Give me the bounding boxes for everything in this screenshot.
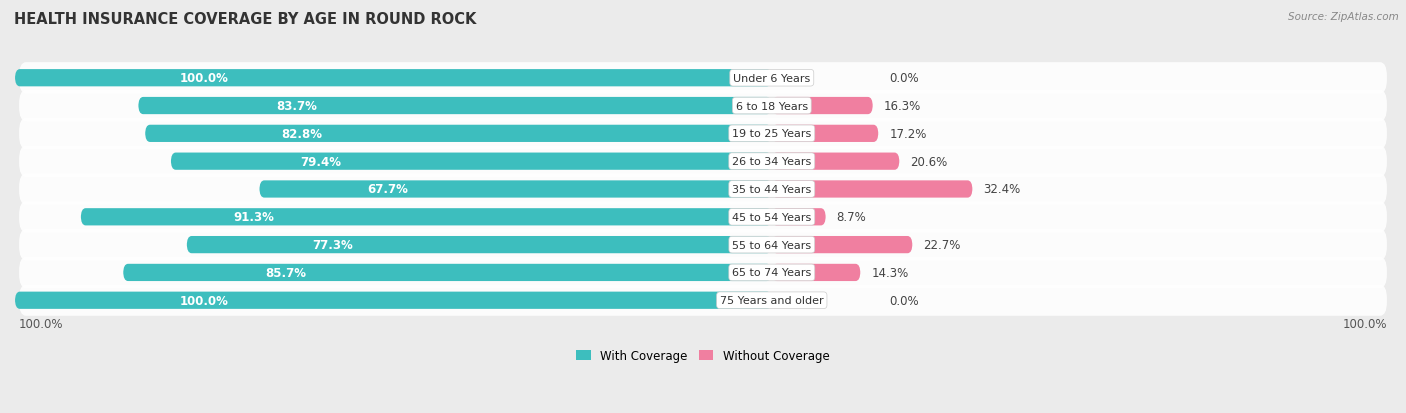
FancyBboxPatch shape <box>20 202 1386 233</box>
FancyBboxPatch shape <box>124 264 772 281</box>
Text: 32.4%: 32.4% <box>983 183 1021 196</box>
Text: 100.0%: 100.0% <box>20 318 63 330</box>
Text: 14.3%: 14.3% <box>872 266 908 279</box>
Text: 85.7%: 85.7% <box>264 266 307 279</box>
Text: 0.0%: 0.0% <box>889 294 918 307</box>
Text: 65 to 74 Years: 65 to 74 Years <box>733 268 811 278</box>
Text: 0.0%: 0.0% <box>889 72 918 85</box>
Text: 19 to 25 Years: 19 to 25 Years <box>733 129 811 139</box>
Text: 82.8%: 82.8% <box>281 128 322 140</box>
Text: 91.3%: 91.3% <box>233 211 274 224</box>
FancyBboxPatch shape <box>20 63 1386 94</box>
FancyBboxPatch shape <box>187 236 772 254</box>
Text: 8.7%: 8.7% <box>837 211 866 224</box>
Text: 20.6%: 20.6% <box>910 155 948 168</box>
Text: 67.7%: 67.7% <box>367 183 408 196</box>
FancyBboxPatch shape <box>138 97 772 115</box>
FancyBboxPatch shape <box>20 119 1386 150</box>
Text: 35 to 44 Years: 35 to 44 Years <box>733 185 811 195</box>
Text: Source: ZipAtlas.com: Source: ZipAtlas.com <box>1288 12 1399 22</box>
FancyBboxPatch shape <box>145 126 772 142</box>
Text: HEALTH INSURANCE COVERAGE BY AGE IN ROUND ROCK: HEALTH INSURANCE COVERAGE BY AGE IN ROUN… <box>14 12 477 27</box>
FancyBboxPatch shape <box>772 97 873 115</box>
Text: 22.7%: 22.7% <box>924 239 960 252</box>
FancyBboxPatch shape <box>772 153 900 171</box>
Text: 26 to 34 Years: 26 to 34 Years <box>733 157 811 167</box>
Text: 55 to 64 Years: 55 to 64 Years <box>733 240 811 250</box>
FancyBboxPatch shape <box>772 126 879 142</box>
FancyBboxPatch shape <box>172 153 772 171</box>
Text: 6 to 18 Years: 6 to 18 Years <box>735 101 808 111</box>
Text: 79.4%: 79.4% <box>301 155 342 168</box>
Text: 16.3%: 16.3% <box>884 100 921 113</box>
FancyBboxPatch shape <box>772 209 825 226</box>
Text: 17.2%: 17.2% <box>890 128 927 140</box>
FancyBboxPatch shape <box>772 264 860 281</box>
FancyBboxPatch shape <box>20 230 1386 261</box>
FancyBboxPatch shape <box>20 174 1386 205</box>
FancyBboxPatch shape <box>772 236 912 254</box>
FancyBboxPatch shape <box>20 257 1386 288</box>
FancyBboxPatch shape <box>20 285 1386 316</box>
FancyBboxPatch shape <box>772 181 973 198</box>
Legend: With Coverage, Without Coverage: With Coverage, Without Coverage <box>572 345 834 367</box>
FancyBboxPatch shape <box>15 70 772 87</box>
Text: 45 to 54 Years: 45 to 54 Years <box>733 212 811 222</box>
Text: 83.7%: 83.7% <box>277 100 318 113</box>
Text: Under 6 Years: Under 6 Years <box>733 74 810 83</box>
FancyBboxPatch shape <box>20 146 1386 177</box>
Text: 100.0%: 100.0% <box>1343 318 1386 330</box>
FancyBboxPatch shape <box>260 181 772 198</box>
Text: 100.0%: 100.0% <box>180 72 229 85</box>
FancyBboxPatch shape <box>20 91 1386 122</box>
Text: 77.3%: 77.3% <box>312 239 353 252</box>
FancyBboxPatch shape <box>80 209 772 226</box>
Text: 75 Years and older: 75 Years and older <box>720 296 824 306</box>
Text: 100.0%: 100.0% <box>180 294 229 307</box>
FancyBboxPatch shape <box>15 292 772 309</box>
